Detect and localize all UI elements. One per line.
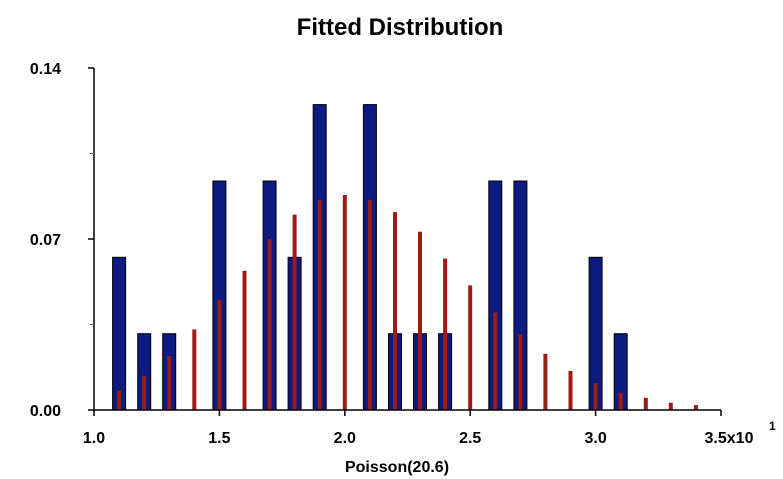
bar-thin-13: [167, 356, 172, 410]
chart-title: Fitted Distribution: [297, 14, 504, 41]
bar-thin-27: [518, 334, 523, 410]
y-tick-label-2: 0.14: [30, 61, 61, 78]
bar-thin-22: [393, 212, 397, 410]
bar-thin-24: [443, 258, 448, 410]
bar-thin-31: [618, 392, 623, 410]
bar-thin-26: [493, 312, 498, 410]
y-tick-label-0: 0.00: [30, 403, 61, 420]
y-tick-label-1: 0.07: [30, 232, 61, 249]
bar-thin-34: [693, 405, 698, 410]
bar-thin-17: [267, 239, 272, 410]
bar-thin-15: [217, 300, 222, 410]
bar-thin-29: [568, 370, 573, 410]
x-tick-label-0: 1.0: [83, 430, 105, 447]
bar-thin-33: [668, 402, 673, 410]
ticks-layer: 0.00 0.07 0.14 1.0 1.5 2.0 2.5 3.0 3.5x10 1: [30, 61, 776, 447]
bar-thin-14: [192, 329, 197, 410]
x-tick-label-2: 2.0: [334, 430, 356, 447]
bar-thin-19: [317, 199, 322, 410]
bar-thin-20: [342, 195, 347, 410]
bar-thin-23: [418, 231, 422, 410]
bar-thin-16: [242, 270, 247, 410]
bar-thin-25: [468, 285, 473, 410]
x-tick-label-3: 2.5: [459, 430, 481, 447]
x-axis-label: Poisson(20.6): [345, 459, 449, 476]
bar-thin-32: [643, 397, 648, 410]
x-tick-label-5: 3.5x10: [705, 430, 754, 447]
bar-thin-30: [593, 383, 598, 410]
bar-thin-12: [142, 375, 147, 410]
bar-wide-11: [112, 256, 127, 411]
bar-thin-11: [117, 390, 122, 410]
x-tick-label-1: 1.5: [208, 430, 230, 447]
bar-thin-28: [543, 353, 548, 410]
bars-layer: [112, 104, 698, 411]
x-tick-label-4: 3.0: [584, 430, 606, 447]
bar-thin-18: [292, 214, 297, 410]
bar-thin-21: [367, 199, 372, 410]
x-exponent-label: 1: [769, 419, 776, 433]
